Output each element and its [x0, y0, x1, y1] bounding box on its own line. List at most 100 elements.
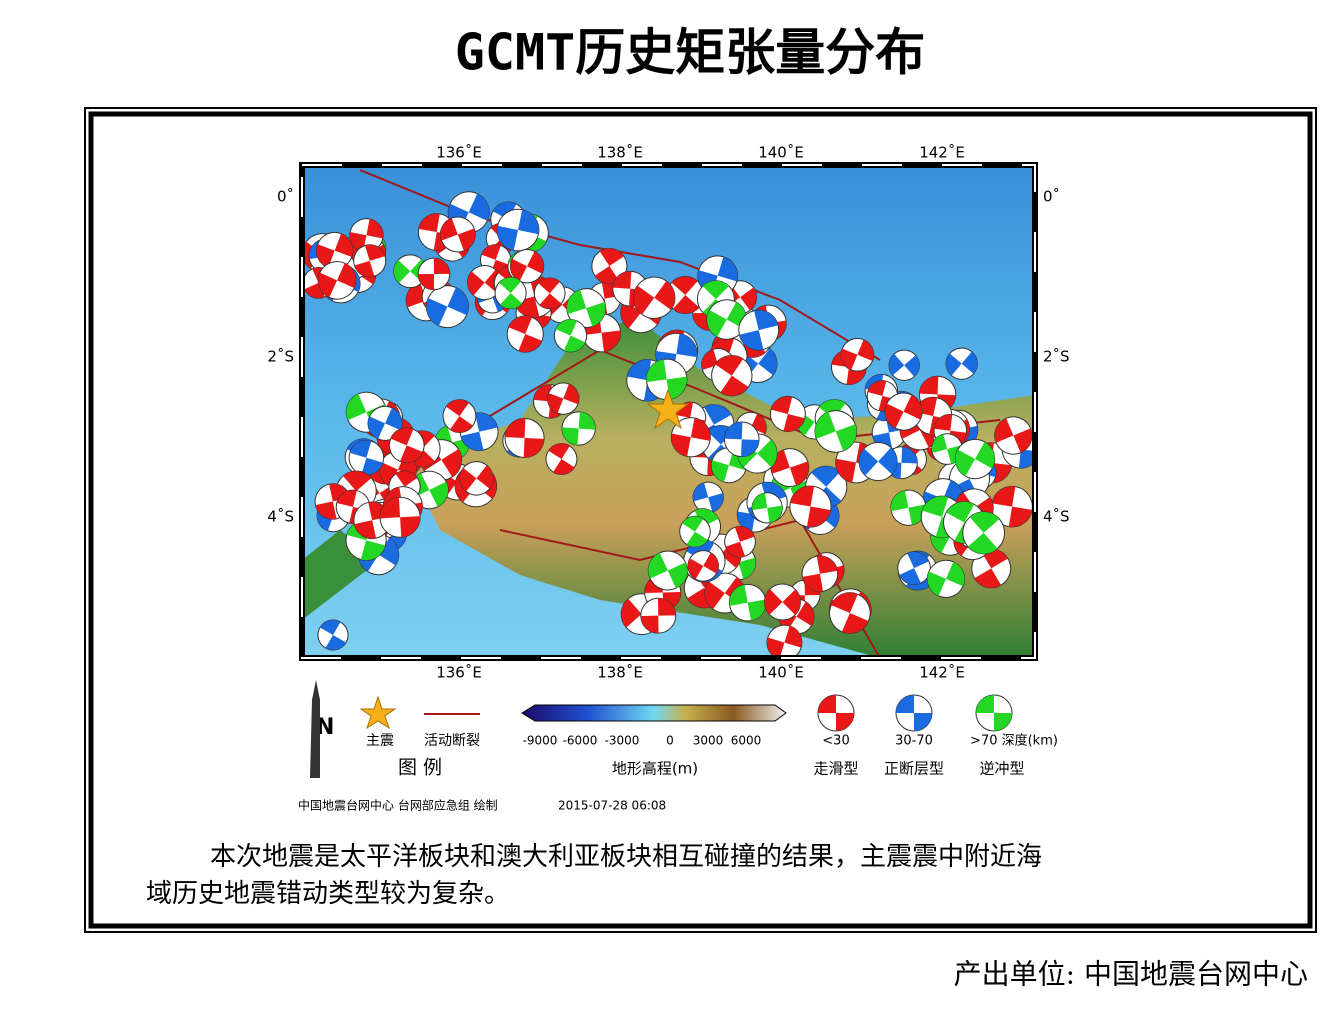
beachball-quadrant	[802, 556, 838, 592]
beachball-quadrant	[946, 351, 978, 376]
beachball-quadrant	[770, 396, 805, 432]
focal-mechanism	[975, 694, 1013, 732]
colorbar-label: 6000	[731, 734, 762, 748]
beachball-quadrant	[548, 443, 575, 475]
beachball-quadrant	[770, 449, 809, 486]
beachball-quadrant	[931, 434, 963, 464]
mainshock-star	[646, 388, 690, 430]
map-labels: 136˚E 136˚E 138˚E 138˚E 140˚E 140˚E 142˚E 142˚E…	[267, 144, 1069, 682]
beachball-quadrant	[555, 319, 586, 352]
colorbar-label: -3000	[605, 734, 640, 748]
focal-mechanism	[994, 416, 1033, 455]
focal-mechanism	[840, 337, 875, 372]
focal-mechanism	[442, 399, 477, 433]
colorbar-label: -9000	[523, 734, 558, 748]
beachball-quadrant	[724, 421, 760, 457]
focal-mechanism	[459, 461, 494, 496]
focal-mechanism	[751, 492, 783, 524]
focal-mechanism	[496, 208, 540, 252]
legend-text: 主震	[366, 733, 394, 749]
beachball-quadrant	[790, 486, 831, 528]
focal-mechanism	[769, 395, 806, 432]
north-arrow	[310, 680, 320, 778]
beachball-quadrant	[815, 411, 857, 451]
beachball-quadrant	[426, 287, 469, 326]
focal-mechanism	[884, 392, 923, 431]
focal-mechanism	[379, 496, 421, 538]
beachball-quadrant	[497, 209, 539, 251]
focal-mechanism	[547, 382, 580, 415]
outer-frame	[84, 107, 1317, 933]
depth-label: >70 深度(km)	[970, 733, 1058, 749]
beachball-quadrant	[715, 355, 749, 396]
focal-mechanism	[349, 218, 384, 253]
beachball-quadrant	[508, 316, 542, 353]
beachball-quadrant	[646, 359, 687, 400]
colorbar-label: 0	[666, 734, 674, 748]
beachball-quadrant	[349, 218, 384, 252]
beachball-quadrant	[446, 399, 473, 433]
focal-mechanism	[591, 248, 628, 284]
focal-mechanism	[945, 347, 978, 380]
beachball-quadrant	[349, 440, 383, 475]
lon-label: 140˚E	[758, 664, 804, 682]
beachball-quadrant	[440, 218, 476, 251]
depth-label: 30-70	[895, 734, 933, 749]
map	[302, 165, 1035, 658]
beachball-quadrant	[510, 251, 544, 282]
beachball-quadrant	[368, 407, 403, 439]
beachball-quadrant	[358, 537, 399, 572]
focal-mechanism	[494, 277, 527, 310]
beachball-quadrant	[706, 302, 747, 337]
beachball-quadrant	[831, 349, 867, 385]
colorbar-label: -6000	[563, 734, 598, 748]
beachball-quadrant	[640, 598, 676, 634]
focal-mechanism	[417, 257, 451, 291]
focal-mechanism	[829, 592, 871, 634]
beachball-quadrant	[767, 625, 802, 658]
lon-label: 142˚E	[919, 144, 965, 162]
beachball-quadrant	[538, 277, 562, 309]
focal-mechanism	[640, 597, 677, 634]
focal-mechanism	[770, 448, 810, 487]
beachball-quadrant	[566, 289, 606, 327]
focal-mechanism	[897, 551, 931, 585]
focal-mechanism	[647, 550, 688, 591]
beachball-quadrant	[460, 412, 498, 451]
beachball-quadrant	[890, 490, 926, 525]
beachball-quadrant	[467, 269, 502, 296]
focal-mechanism	[317, 619, 349, 651]
focal-mechanism	[692, 481, 724, 513]
beachball-quadrant	[633, 281, 675, 315]
beachball-quadrant	[459, 465, 494, 492]
legend: N 主震 活动断裂 图 例 地形高程(m) -9000 -6000 -3000 0 30…	[310, 680, 1058, 779]
beachball-quadrant	[967, 511, 1000, 554]
north-label: N	[316, 715, 334, 740]
focal-mechanism	[926, 559, 966, 598]
beachball-quadrant	[831, 592, 869, 634]
focal-mechanism	[317, 261, 357, 300]
focal-mechanism	[706, 299, 747, 340]
focal-mechanism	[801, 555, 839, 593]
beachball-quadrant	[380, 497, 421, 538]
focal-mechanism	[509, 249, 545, 284]
focal-mechanism	[817, 694, 855, 732]
focal-mechanism	[723, 421, 760, 458]
focal-mechanism	[348, 439, 385, 476]
lon-label: 142˚E	[919, 664, 965, 682]
description: 域历史地震错动类型较为复杂。	[146, 879, 510, 909]
beachball-quadrant	[354, 244, 385, 277]
beachball-quadrant	[418, 258, 450, 290]
beachball-quadrant	[648, 552, 688, 589]
beachball-quadrant	[889, 353, 920, 377]
mechanism-label: 正断层型	[884, 760, 944, 778]
beachball-quadrant	[481, 244, 510, 276]
lat-label: 0˚	[1043, 188, 1060, 206]
focal-mechanism	[890, 489, 927, 526]
beachball-quadrant	[841, 339, 874, 370]
focal-mechanism	[766, 624, 803, 658]
legend-text: 活动断裂	[424, 733, 480, 749]
focal-mechanism	[962, 511, 1006, 555]
beachball-quadrant	[927, 561, 965, 596]
